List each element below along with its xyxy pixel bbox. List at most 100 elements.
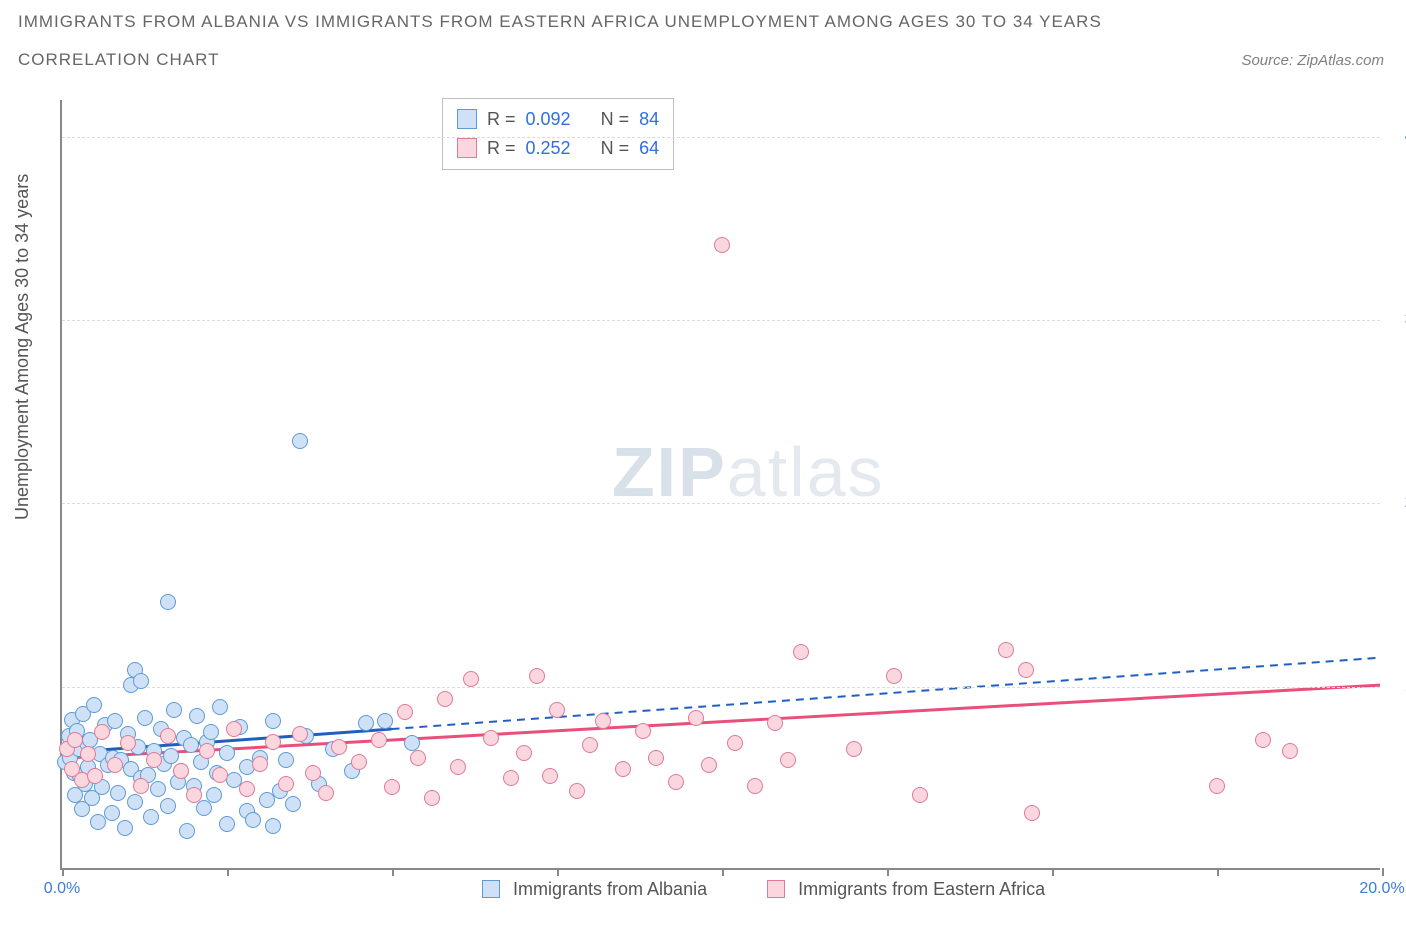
data-point-series-1 [143,809,159,825]
data-point-series-1 [179,823,195,839]
data-point-series-2 [265,734,281,750]
data-point-series-2 [529,668,545,684]
legend-bottom: Immigrants from Albania Immigrants from … [482,879,1045,900]
data-point-series-2 [450,759,466,775]
data-point-series-2 [397,704,413,720]
data-point-series-2 [107,757,123,773]
data-point-series-1 [245,812,261,828]
title-line-1: IMMIGRANTS FROM ALBANIA VS IMMIGRANTS FR… [18,12,1102,32]
data-point-series-2 [747,778,763,794]
data-point-series-1 [117,820,133,836]
data-point-series-2 [1024,805,1040,821]
data-point-series-2 [318,785,334,801]
data-point-series-2 [80,746,96,762]
data-point-series-2 [252,756,268,772]
ytick-label: 30.0% [1390,311,1406,329]
watermark: ZIPatlas [612,432,885,512]
chart-container: Unemployment Among Ages 30 to 34 years Z… [0,100,1406,930]
stats-n-label: N = [601,105,630,134]
stats-r-value-2: 0.252 [526,134,571,163]
source-label: Source: ZipAtlas.com [1241,52,1384,69]
data-point-series-1 [183,737,199,753]
data-point-series-2 [212,767,228,783]
title-line-2: CORRELATION CHART [18,50,1102,70]
data-point-series-2 [549,702,565,718]
stats-box: R = 0.092 N = 84 R = 0.252 N = 64 [442,98,674,170]
data-point-series-1 [265,818,281,834]
data-point-series-1 [160,798,176,814]
data-point-series-2 [569,783,585,799]
data-point-series-2 [912,787,928,803]
data-point-series-2 [120,735,136,751]
watermark-strong: ZIP [612,433,727,511]
legend-swatch-1 [482,880,500,898]
data-point-series-2 [701,757,717,773]
data-point-series-2 [582,737,598,753]
stats-r-label: R = [487,105,516,134]
stats-row-series-1: R = 0.092 N = 84 [457,105,659,134]
legend-label-1: Immigrants from Albania [513,879,707,899]
data-point-series-1 [219,816,235,832]
data-point-series-2 [886,668,902,684]
stats-swatch-1 [457,109,477,129]
ytick-label: 10.0% [1390,678,1406,696]
data-point-series-1 [377,713,393,729]
legend-item-1: Immigrants from Albania [482,879,707,900]
data-point-series-2 [688,710,704,726]
xtick [1052,868,1054,876]
grid-line [62,503,1380,504]
data-point-series-2 [727,735,743,751]
data-point-series-1 [404,735,420,751]
data-point-series-2 [186,787,202,803]
data-point-series-2 [173,763,189,779]
data-point-series-2 [1018,662,1034,678]
data-point-series-2 [595,713,611,729]
plot-area: ZIPatlas R = 0.092 N = 84 R = 0.252 N = … [60,100,1380,870]
data-point-series-1 [137,710,153,726]
xtick [227,868,229,876]
data-point-series-2 [292,726,308,742]
grid-line [62,137,1380,138]
grid-line [62,687,1380,688]
data-point-series-2 [668,774,684,790]
data-point-series-2 [331,739,347,755]
xtick [1217,868,1219,876]
data-point-series-1 [285,796,301,812]
data-point-series-2 [463,671,479,687]
data-point-series-2 [226,721,242,737]
data-point-series-1 [86,697,102,713]
data-point-series-1 [133,673,149,689]
data-point-series-2 [998,642,1014,658]
data-point-series-2 [133,778,149,794]
data-point-series-2 [483,730,499,746]
stats-r-value-1: 0.092 [526,105,571,134]
data-point-series-2 [437,691,453,707]
data-point-series-1 [278,752,294,768]
xtick-label: 20.0% [1359,880,1404,898]
data-point-series-1 [160,594,176,610]
data-point-series-1 [107,713,123,729]
data-point-series-2 [1282,743,1298,759]
data-point-series-2 [199,743,215,759]
xtick [722,868,724,876]
legend-swatch-2 [767,880,785,898]
data-point-series-1 [189,708,205,724]
stats-n-label: N = [601,134,630,163]
data-point-series-2 [67,732,83,748]
data-point-series-1 [166,702,182,718]
xtick [62,868,64,876]
data-point-series-1 [219,745,235,761]
data-point-series-2 [1209,778,1225,794]
stats-row-series-2: R = 0.252 N = 64 [457,134,659,163]
data-point-series-1 [127,794,143,810]
data-point-series-1 [358,715,374,731]
legend-label-2: Immigrants from Eastern Africa [798,879,1045,899]
data-point-series-1 [110,785,126,801]
data-point-series-2 [384,779,400,795]
watermark-light: atlas [727,433,885,511]
xtick [887,868,889,876]
data-point-series-2 [846,741,862,757]
data-point-series-2 [516,745,532,761]
data-point-series-1 [163,748,179,764]
xtick-label: 0.0% [44,880,80,898]
